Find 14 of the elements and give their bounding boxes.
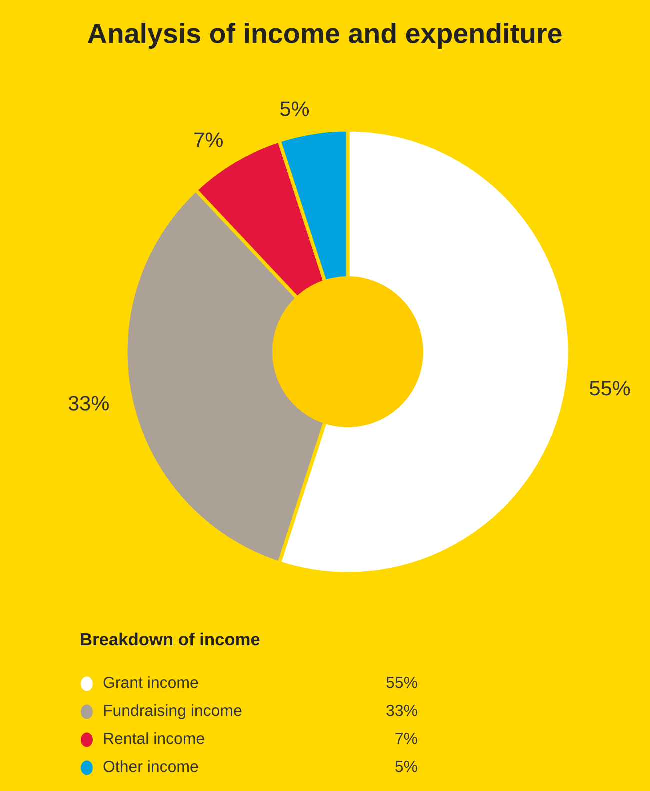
legend-label: Grant income xyxy=(104,676,198,688)
legend-label: Other income xyxy=(104,760,198,772)
legend-label: Fundraising income xyxy=(104,704,242,720)
legend-label: Rental income xyxy=(104,732,204,744)
legend-title: Breakdown of income xyxy=(81,632,260,646)
data-label: 5% xyxy=(280,102,310,116)
text: 33% xyxy=(386,704,418,716)
text: 5% xyxy=(396,761,418,772)
data-label: 55% xyxy=(590,381,630,396)
data-label: 7% xyxy=(194,132,223,148)
text: 55% xyxy=(386,677,418,688)
text: 7% xyxy=(396,733,418,744)
chart-title: Analysis of income and expenditure xyxy=(88,23,562,49)
data-label: 33% xyxy=(68,396,109,411)
